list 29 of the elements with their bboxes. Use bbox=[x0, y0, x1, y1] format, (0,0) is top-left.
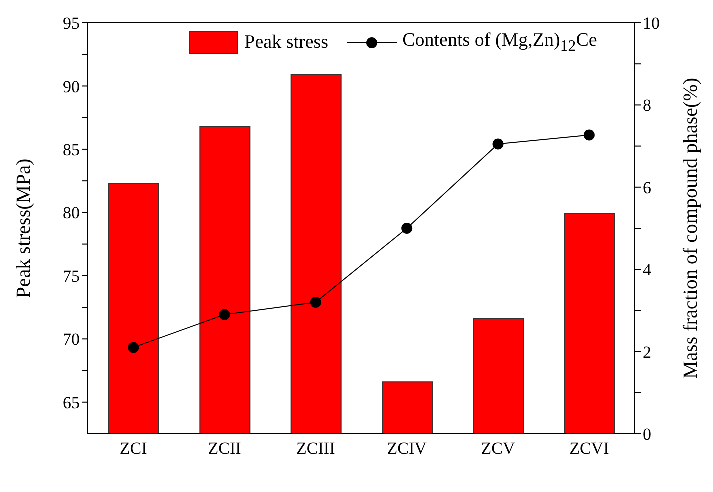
x-tick-label: ZCVI bbox=[570, 439, 610, 458]
y-tick-label: 80 bbox=[63, 204, 80, 223]
y-tick-label: 65 bbox=[63, 393, 80, 412]
x-tick-label: ZCII bbox=[208, 439, 242, 458]
legend-label: Contents of (Mg,Zn)$_{12}$Ce bbox=[402, 30, 598, 56]
x-tick-label: ZCI bbox=[120, 439, 148, 458]
y-tick-label: 90 bbox=[63, 77, 80, 96]
x-tick-label: ZCIII bbox=[296, 439, 336, 458]
y2-tick-label: 10 bbox=[643, 14, 660, 34]
y2-tick-label: 4 bbox=[643, 260, 652, 280]
y-tick-label: 75 bbox=[63, 266, 80, 286]
legend-label: Peak stress bbox=[244, 32, 329, 54]
x-tick-label: ZCV bbox=[481, 439, 516, 458]
y-tick-label: 85 bbox=[63, 140, 80, 160]
y-tick-label: 70 bbox=[63, 330, 80, 350]
y2-tick-label: 2 bbox=[643, 342, 652, 362]
y-axis-title: Peak stress(MPa) bbox=[13, 158, 36, 298]
point bbox=[402, 223, 413, 234]
point bbox=[128, 342, 140, 354]
y2-tick-label: 8 bbox=[643, 96, 652, 116]
x-tick-label: ZCIV bbox=[387, 439, 428, 458]
point bbox=[492, 138, 504, 150]
y2-tick-label: 6 bbox=[643, 178, 652, 198]
y2-tick-label: 0 bbox=[643, 425, 652, 444]
point bbox=[310, 296, 322, 308]
point bbox=[219, 309, 230, 320]
point bbox=[584, 130, 595, 141]
y2-axis-title: Mass fraction of compound phase(%) bbox=[680, 78, 702, 380]
y-tick-label: 95 bbox=[63, 14, 80, 34]
